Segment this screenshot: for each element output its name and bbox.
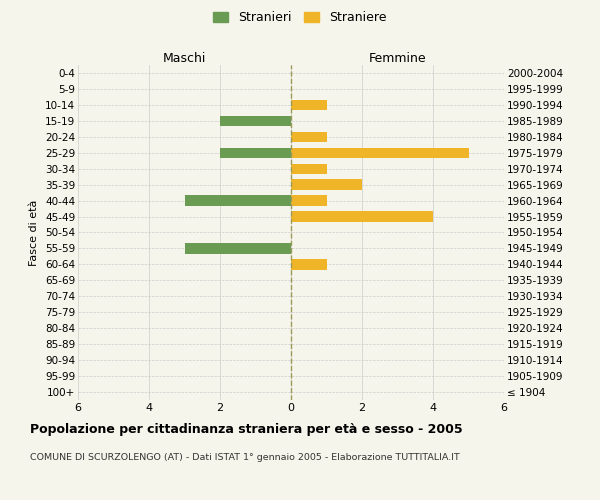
Bar (185, 196, 291, 206)
Bar (185, 244, 291, 254)
Text: Popolazione per cittadinanza straniera per età e sesso - 2005: Popolazione per cittadinanza straniera p… (30, 422, 463, 436)
Bar (220, 148, 291, 158)
Text: Maschi: Maschi (163, 52, 206, 65)
Text: COMUNE DI SCURZOLENGO (AT) - Dati ISTAT 1° gennaio 2005 - Elaborazione TUTTITALI: COMUNE DI SCURZOLENGO (AT) - Dati ISTAT … (30, 452, 460, 462)
Y-axis label: Fasce di età: Fasce di età (29, 200, 40, 266)
Legend: Stranieri, Straniere: Stranieri, Straniere (208, 6, 392, 29)
Bar (291, 212, 433, 222)
Bar (291, 148, 469, 158)
Bar (220, 116, 291, 126)
Bar (291, 164, 326, 174)
Bar (291, 196, 326, 206)
Bar (291, 180, 362, 190)
Bar (291, 259, 326, 270)
Bar (291, 100, 326, 110)
Text: Femmine: Femmine (368, 52, 427, 65)
Bar (291, 132, 326, 142)
